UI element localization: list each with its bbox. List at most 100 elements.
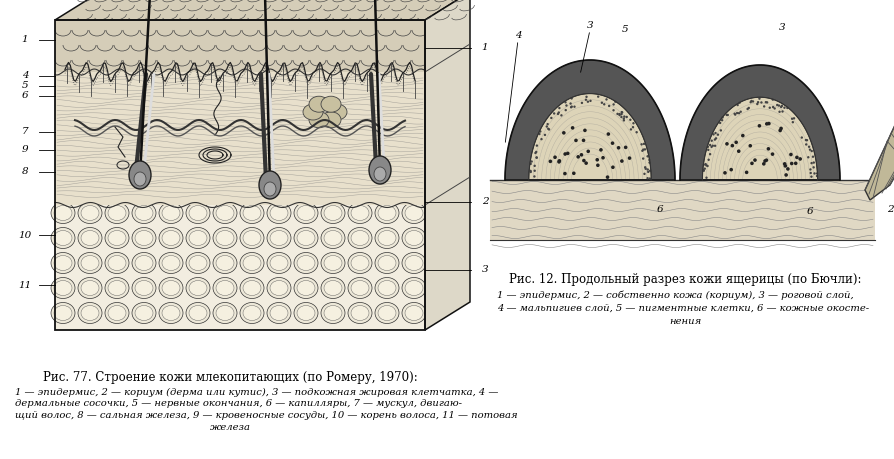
Ellipse shape	[54, 256, 72, 270]
Circle shape	[810, 162, 813, 164]
Ellipse shape	[402, 302, 426, 324]
Ellipse shape	[267, 202, 291, 224]
Circle shape	[540, 138, 543, 140]
Circle shape	[772, 106, 774, 108]
Ellipse shape	[297, 256, 315, 270]
Ellipse shape	[108, 280, 126, 296]
Ellipse shape	[108, 230, 126, 246]
Text: 5: 5	[21, 82, 29, 90]
Circle shape	[564, 101, 567, 103]
Circle shape	[765, 122, 769, 126]
Ellipse shape	[267, 252, 291, 274]
Ellipse shape	[327, 104, 347, 120]
Ellipse shape	[54, 306, 72, 320]
Text: 6: 6	[21, 91, 29, 101]
Ellipse shape	[216, 256, 234, 270]
Circle shape	[767, 147, 771, 151]
Circle shape	[703, 169, 704, 171]
Circle shape	[711, 146, 713, 148]
Circle shape	[809, 148, 811, 151]
Circle shape	[750, 100, 753, 102]
Ellipse shape	[259, 171, 281, 199]
Circle shape	[786, 167, 789, 171]
Circle shape	[714, 132, 717, 134]
Circle shape	[706, 146, 709, 148]
Ellipse shape	[213, 202, 237, 224]
Ellipse shape	[375, 302, 399, 324]
Ellipse shape	[309, 96, 329, 112]
Ellipse shape	[243, 230, 261, 246]
Circle shape	[561, 114, 562, 117]
Text: 3: 3	[482, 265, 488, 274]
Circle shape	[763, 159, 767, 163]
Ellipse shape	[216, 230, 234, 246]
Circle shape	[614, 101, 617, 103]
Circle shape	[816, 175, 818, 177]
Circle shape	[809, 168, 812, 171]
Polygon shape	[505, 60, 675, 180]
Ellipse shape	[375, 278, 399, 298]
Circle shape	[781, 110, 784, 112]
Circle shape	[795, 156, 798, 159]
Circle shape	[570, 97, 573, 100]
Bar	[55, 20, 425, 330]
Circle shape	[582, 159, 586, 162]
Ellipse shape	[132, 252, 156, 274]
Circle shape	[547, 128, 550, 130]
Ellipse shape	[405, 280, 423, 296]
Circle shape	[536, 157, 538, 159]
Circle shape	[783, 162, 787, 166]
Ellipse shape	[162, 206, 180, 220]
Text: 11: 11	[19, 280, 31, 290]
Ellipse shape	[186, 228, 210, 248]
Circle shape	[646, 155, 649, 157]
Text: 1 — эпидермис, 2 — собственно кожа (кориум), 3 — роговой слой,: 1 — эпидермис, 2 — собственно кожа (кори…	[497, 290, 854, 300]
Circle shape	[620, 111, 623, 113]
Circle shape	[719, 122, 721, 124]
Circle shape	[582, 139, 586, 142]
Ellipse shape	[378, 280, 396, 296]
Text: 3: 3	[586, 21, 594, 29]
Ellipse shape	[51, 302, 75, 324]
Ellipse shape	[189, 280, 207, 296]
Text: 6: 6	[657, 206, 663, 214]
Ellipse shape	[267, 278, 291, 298]
Circle shape	[623, 115, 626, 118]
Ellipse shape	[309, 112, 329, 128]
Circle shape	[586, 150, 590, 153]
Ellipse shape	[186, 252, 210, 274]
Circle shape	[530, 160, 533, 162]
Circle shape	[738, 101, 741, 104]
Circle shape	[812, 156, 814, 158]
Ellipse shape	[105, 302, 129, 324]
Circle shape	[737, 104, 738, 106]
Circle shape	[563, 172, 567, 175]
Ellipse shape	[405, 230, 423, 246]
Circle shape	[756, 103, 758, 105]
Circle shape	[813, 162, 815, 164]
Circle shape	[644, 173, 645, 175]
Circle shape	[617, 146, 620, 150]
Circle shape	[736, 112, 738, 114]
Circle shape	[646, 177, 649, 179]
Ellipse shape	[351, 306, 369, 320]
Ellipse shape	[81, 230, 99, 246]
Circle shape	[649, 169, 652, 172]
Circle shape	[760, 101, 763, 104]
Circle shape	[548, 128, 550, 131]
Ellipse shape	[81, 280, 99, 296]
Ellipse shape	[108, 206, 126, 220]
Ellipse shape	[135, 230, 153, 246]
Circle shape	[535, 151, 537, 153]
Text: 6: 6	[806, 207, 814, 217]
Circle shape	[753, 158, 757, 162]
Ellipse shape	[321, 278, 345, 298]
Ellipse shape	[81, 256, 99, 270]
Circle shape	[764, 158, 768, 162]
Ellipse shape	[135, 280, 153, 296]
Ellipse shape	[135, 206, 153, 220]
Circle shape	[649, 177, 651, 180]
Text: Рис. 77. Строение кожи млекопитающих (по Ромеру, 1970):: Рис. 77. Строение кожи млекопитающих (по…	[43, 371, 417, 385]
Circle shape	[730, 168, 733, 172]
Circle shape	[783, 164, 787, 168]
